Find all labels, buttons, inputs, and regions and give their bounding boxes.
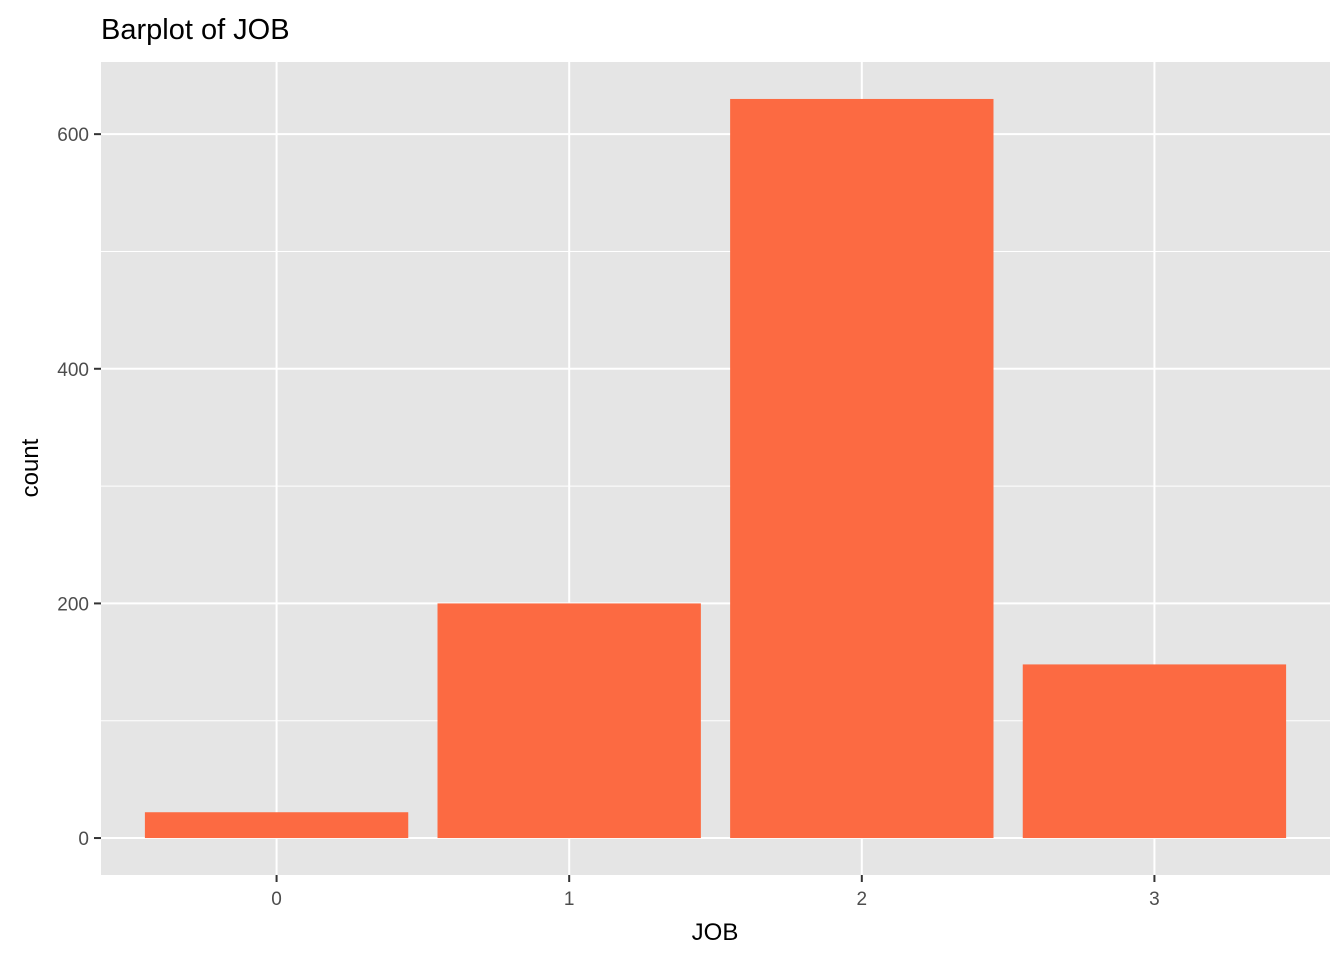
x-tick-label: 2	[857, 889, 868, 910]
bars	[144, 98, 1287, 839]
x-axis-title: JOB	[692, 919, 739, 946]
y-tick-label: 200	[57, 594, 89, 615]
y-axis-title: count	[17, 438, 44, 497]
bar	[730, 98, 994, 839]
y-tick-label: 600	[57, 125, 89, 146]
bar	[437, 603, 701, 839]
x-axis: 0 1 2 3	[271, 875, 1160, 910]
x-tick-label: 3	[1149, 889, 1160, 910]
bar	[1022, 664, 1287, 839]
x-tick-label: 1	[564, 889, 575, 910]
y-axis: 0 200 400 600	[57, 125, 101, 850]
x-tick-label: 0	[271, 889, 282, 910]
y-tick-label: 0	[78, 829, 89, 850]
bar	[144, 812, 409, 839]
y-tick-label: 400	[57, 360, 89, 381]
chart-title: Barplot of JOB	[101, 14, 290, 46]
